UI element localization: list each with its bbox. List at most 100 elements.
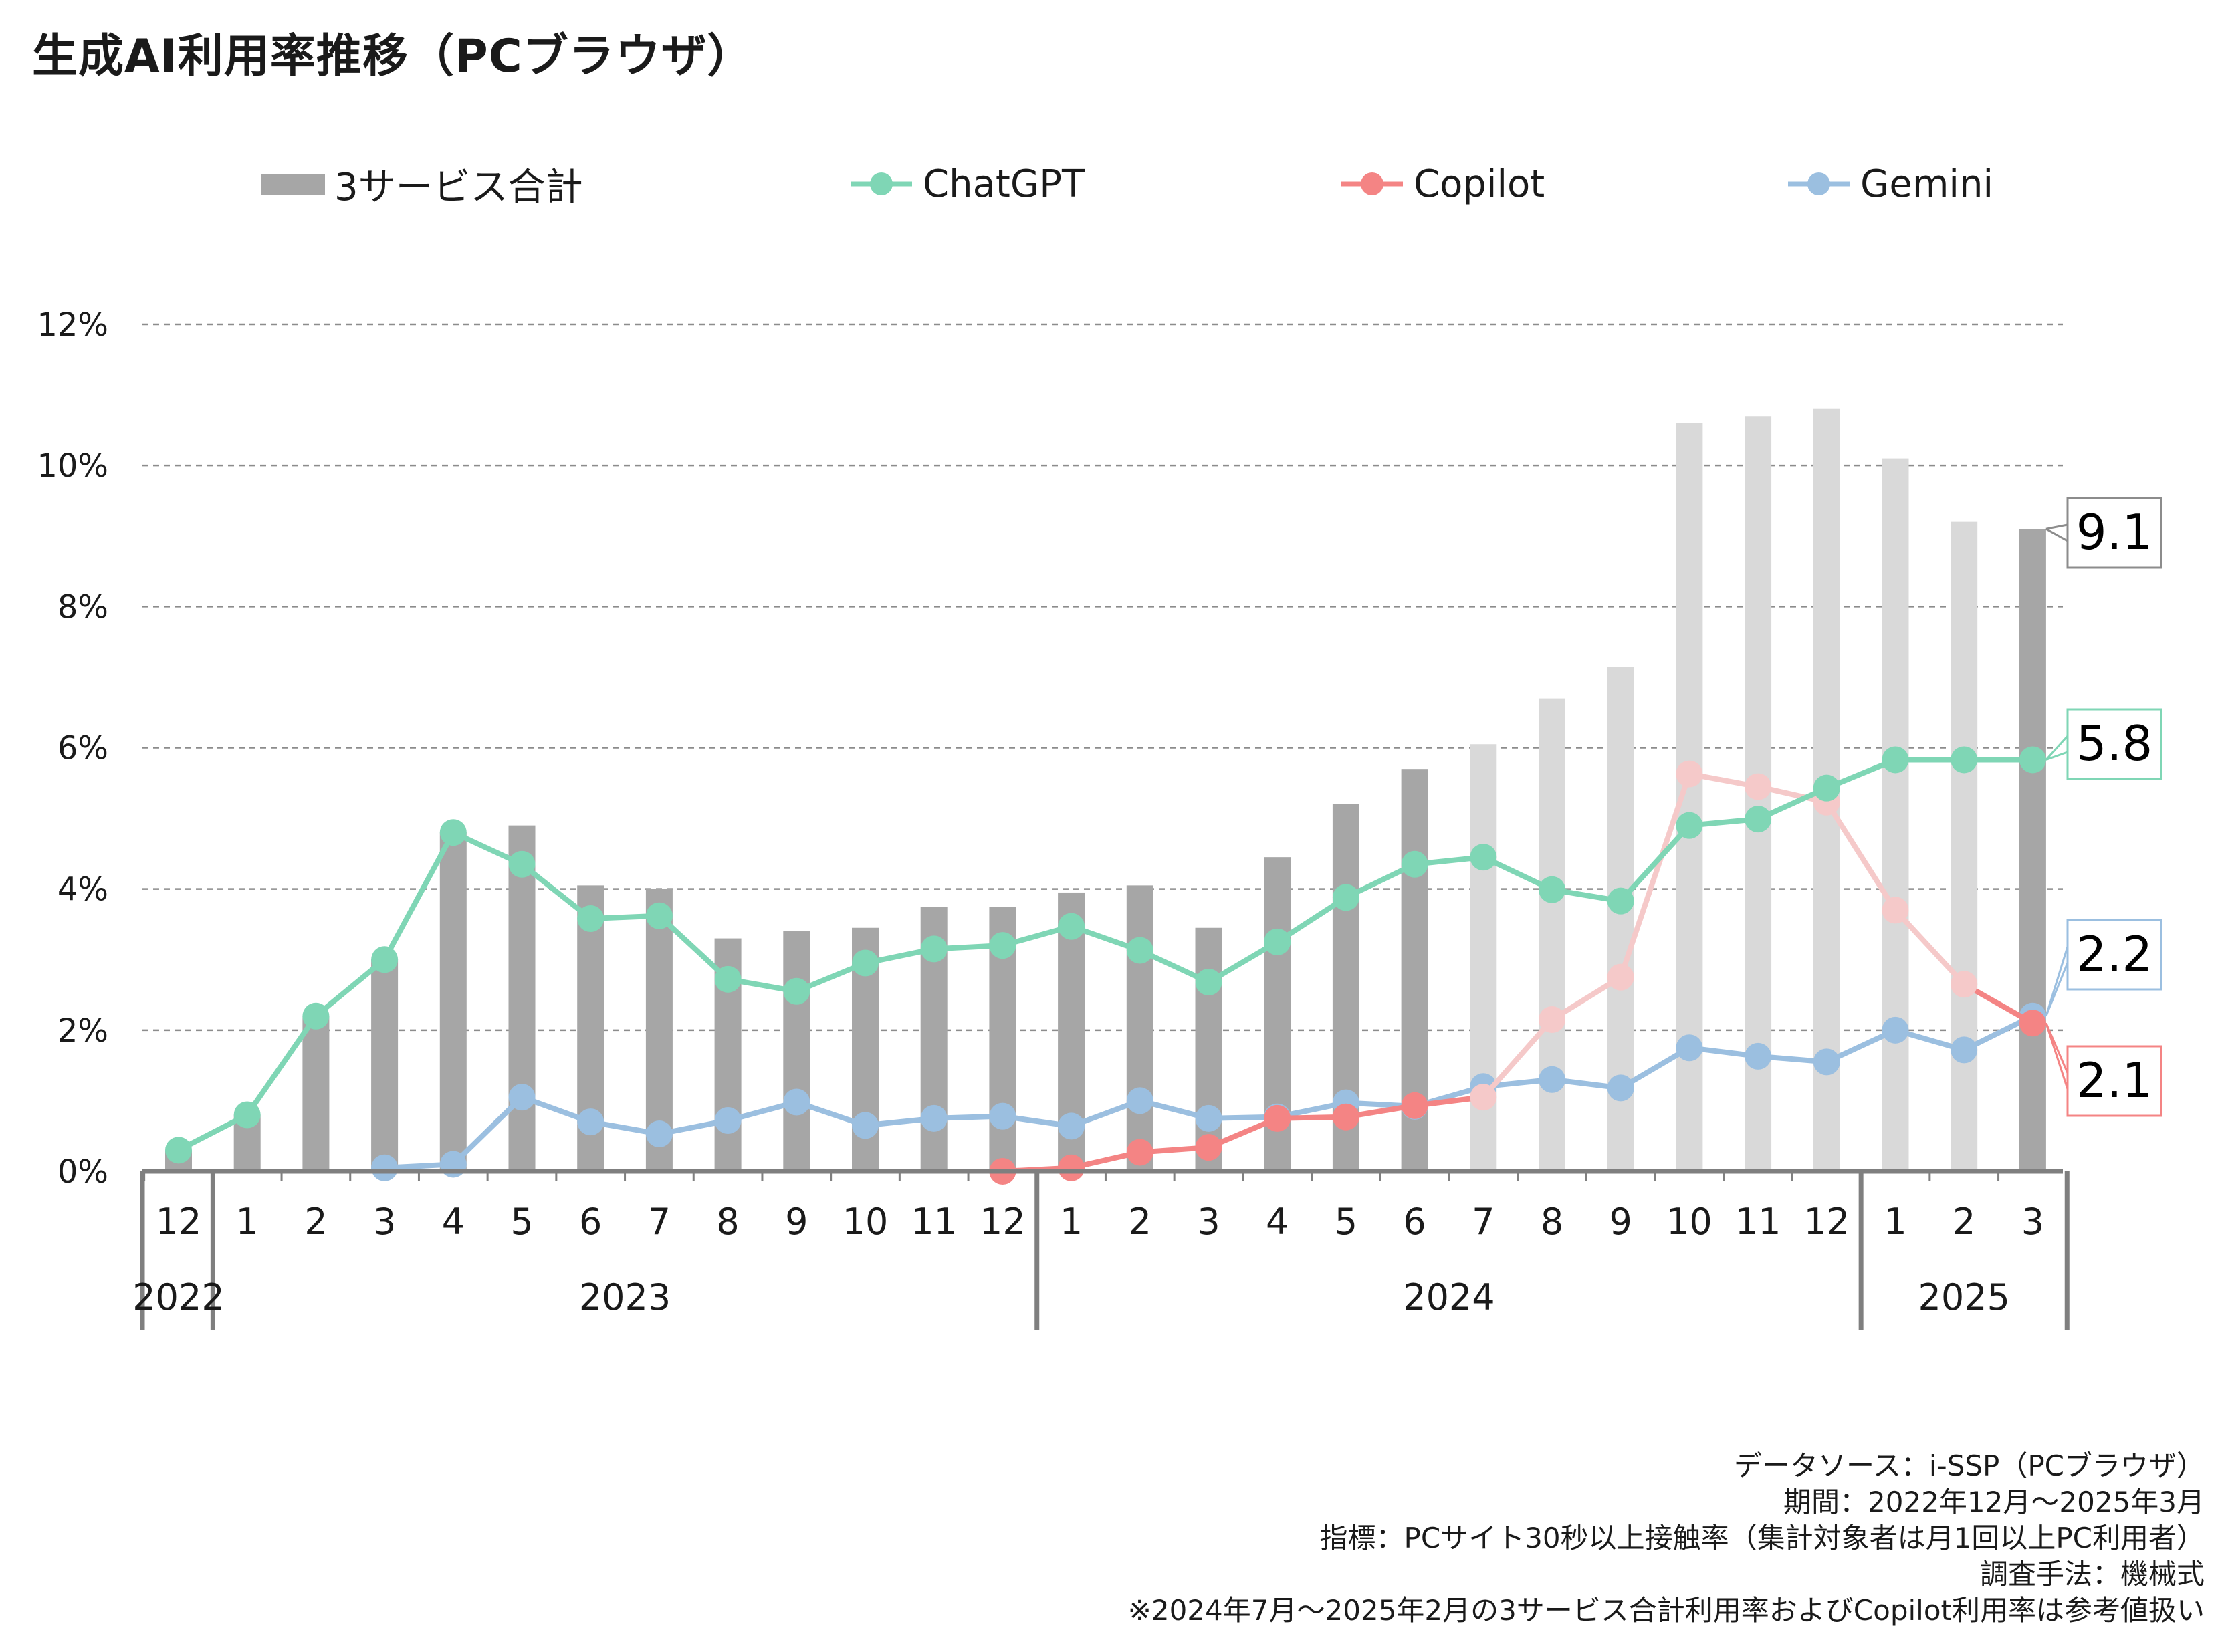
series-chatgpt xyxy=(165,746,2046,1164)
y-tick-label: 12% xyxy=(37,306,108,344)
footnotes: データソース：i-SSP（PCブラウザ） 期間：2022年12月～2025年3月… xyxy=(1128,1448,2205,1629)
data-point xyxy=(1332,1103,1359,1131)
data-point xyxy=(1951,1036,1978,1064)
bar xyxy=(1539,698,1565,1171)
legend-line-swatch-copilot xyxy=(1341,172,1403,195)
legend-line-swatch-chatgpt xyxy=(851,172,912,195)
x-tick-label: 1 xyxy=(236,1201,259,1243)
x-tick-label: 2 xyxy=(1953,1201,1975,1243)
data-point xyxy=(1882,1016,1909,1044)
data-point xyxy=(1745,1042,1772,1070)
end-label: 2.2 xyxy=(2076,926,2153,982)
data-point xyxy=(1676,1034,1703,1062)
callout-box xyxy=(2066,497,2162,569)
data-point xyxy=(783,977,810,1005)
y-tick-label: 2% xyxy=(58,1012,108,1050)
data-point xyxy=(920,935,948,963)
x-tick-label: 9 xyxy=(785,1201,808,1243)
x-tick-label: 1 xyxy=(1884,1201,1906,1243)
end-labels: 9.1 5.8 2.2 2.1 xyxy=(2045,497,2162,1117)
x-tick-label: 10 xyxy=(843,1201,889,1243)
line-segment xyxy=(313,957,388,1019)
callout-box xyxy=(2066,919,2162,991)
y-axis-ticks: 0% 2% 4% 6% 8% 10% 12% xyxy=(37,306,108,1191)
data-point xyxy=(2019,1010,2046,1037)
x-tick-label: 8 xyxy=(1541,1201,1563,1243)
data-point xyxy=(1745,806,1772,833)
legend-label-copilot: Copilot xyxy=(1414,162,1545,206)
data-point xyxy=(1401,850,1428,878)
legend-item-total: 3サービス合計 xyxy=(259,154,583,214)
data-point xyxy=(1607,887,1634,915)
data-point xyxy=(1813,774,1840,802)
year-label: 2025 xyxy=(1918,1276,2009,1318)
x-tick-label: 8 xyxy=(716,1201,739,1243)
end-label: 9.1 xyxy=(2076,504,2153,560)
data-point xyxy=(1195,969,1222,996)
y-tick-label: 0% xyxy=(58,1153,108,1191)
data-point xyxy=(1401,1092,1428,1119)
data-point xyxy=(852,1112,879,1139)
data-point xyxy=(1882,746,1909,774)
data-point xyxy=(714,1106,742,1134)
data-point xyxy=(1332,884,1359,911)
line-segment xyxy=(1892,907,1967,987)
year-label: 2023 xyxy=(579,1276,671,1318)
line-segment xyxy=(1480,1016,1555,1100)
legend-line-swatch-gemini xyxy=(1788,172,1850,195)
data-point xyxy=(508,850,536,878)
callout-box xyxy=(2066,1045,2162,1117)
x-tick-label: 5 xyxy=(510,1201,533,1243)
y-tick-label: 8% xyxy=(58,588,108,626)
line-segment xyxy=(519,861,594,922)
x-tick-label: 11 xyxy=(1735,1201,1781,1243)
bar xyxy=(439,832,467,1171)
bar xyxy=(1882,458,1909,1171)
x-tick-label: 4 xyxy=(442,1201,465,1243)
legend: 3サービス合計 ChatGPT Copilot Gemini xyxy=(0,154,2218,214)
data-point xyxy=(1126,937,1153,964)
data-point xyxy=(1745,773,1772,800)
legend-item-copilot: Copilot xyxy=(1339,154,1545,214)
x-tick-label: 7 xyxy=(648,1201,671,1243)
data-point xyxy=(1058,1154,1085,1181)
bar xyxy=(2019,529,2046,1171)
x-tick-label: 12 xyxy=(156,1201,202,1243)
data-point xyxy=(852,949,879,977)
x-tick-label: 3 xyxy=(373,1201,396,1243)
data-point xyxy=(1951,746,1978,774)
data-point xyxy=(165,1137,192,1164)
line-segment xyxy=(1618,771,1692,980)
year-label: 2024 xyxy=(1403,1276,1494,1318)
data-point xyxy=(1264,1104,1291,1132)
data-point xyxy=(1676,760,1703,788)
callout-pointer xyxy=(2045,523,2069,543)
data-point xyxy=(1539,1066,1565,1093)
callout-box xyxy=(2066,708,2162,780)
x-tick-label: 11 xyxy=(911,1201,957,1243)
year-label: 2022 xyxy=(132,1276,224,1318)
series-lines xyxy=(165,746,2046,1185)
legend-bar-swatch xyxy=(261,174,325,195)
line-segment xyxy=(1549,974,1624,1022)
data-point xyxy=(920,1104,948,1132)
x-tick-label: 3 xyxy=(2021,1201,2044,1243)
x-tick-label: 3 xyxy=(1197,1201,1220,1243)
line-segment xyxy=(382,830,456,963)
legend-label-total: 3サービス合計 xyxy=(334,165,583,209)
data-point xyxy=(371,1154,399,1181)
data-point xyxy=(439,819,467,846)
x-tick-label: 12 xyxy=(980,1201,1026,1243)
x-tick-label: 1 xyxy=(1060,1201,1083,1243)
note-method: 調査手法：機械式 xyxy=(1979,1558,2205,1590)
data-point xyxy=(1539,1006,1565,1033)
line-segment xyxy=(244,1013,319,1118)
line-segment xyxy=(1618,822,1692,904)
line-segment xyxy=(1823,799,1898,913)
y-tick-label: 4% xyxy=(58,871,108,909)
chart-title: 生成AI利用率推移（PCブラウザ） xyxy=(32,30,754,83)
data-point xyxy=(645,1120,673,1148)
data-point xyxy=(371,946,399,973)
end-label: 5.8 xyxy=(2076,715,2153,772)
data-point xyxy=(1676,812,1703,839)
